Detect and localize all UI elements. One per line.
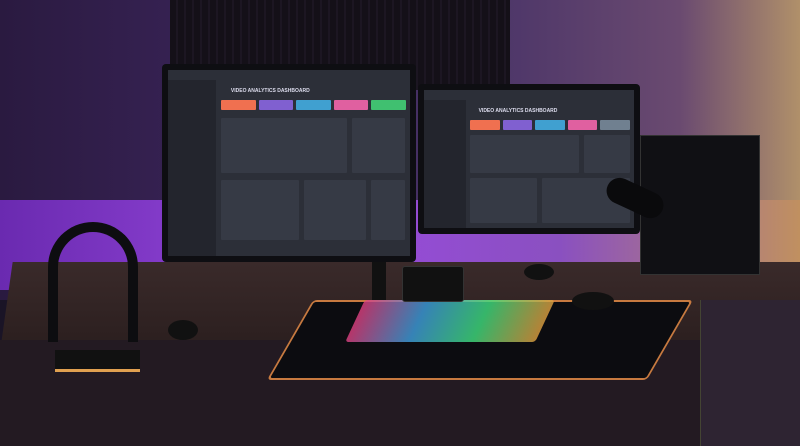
left-monitor: VIDEO ANALYTICS DASHBOARD: [162, 64, 416, 262]
stat-card: [535, 120, 565, 130]
stat-card: [600, 120, 630, 130]
rgb-keyboard: [345, 300, 555, 342]
right-monitor: VIDEO ANALYTICS DASHBOARD: [418, 84, 640, 234]
bar-chart-panel: [221, 118, 348, 173]
stat-card: [371, 100, 406, 110]
list-panel: [371, 180, 406, 240]
sidebar: [424, 100, 466, 228]
headphone-stand: [55, 350, 140, 372]
stat-card: [502, 120, 533, 130]
stat-card: [221, 100, 256, 110]
stat-card: [296, 100, 331, 110]
stat-card: [567, 120, 598, 130]
speaker: [168, 320, 198, 340]
donut-panel: [351, 118, 406, 173]
donut-panel: [303, 180, 367, 240]
headphones: [48, 222, 138, 342]
donut-panel: [583, 135, 630, 173]
bar-chart-panel: [470, 178, 538, 223]
bar-chart-panel: [221, 180, 299, 240]
stat-card: [333, 100, 369, 110]
mouse: [572, 292, 614, 310]
dashboard-title: VIDEO ANALYTICS DASHBOARD: [478, 108, 558, 114]
dashboard-title: VIDEO ANALYTICS DASHBOARD: [230, 88, 310, 94]
pc-tower: [640, 135, 760, 275]
stat-card: [470, 120, 500, 130]
bar-chart-panel: [470, 135, 580, 173]
stat-card: [258, 100, 294, 110]
stream-deck: [402, 266, 464, 302]
left-dashboard: VIDEO ANALYTICS DASHBOARD: [168, 70, 410, 256]
sidebar: [168, 80, 217, 256]
speaker: [524, 264, 554, 280]
right-dashboard: VIDEO ANALYTICS DASHBOARD: [424, 90, 634, 228]
drawer-unit: [700, 300, 800, 446]
